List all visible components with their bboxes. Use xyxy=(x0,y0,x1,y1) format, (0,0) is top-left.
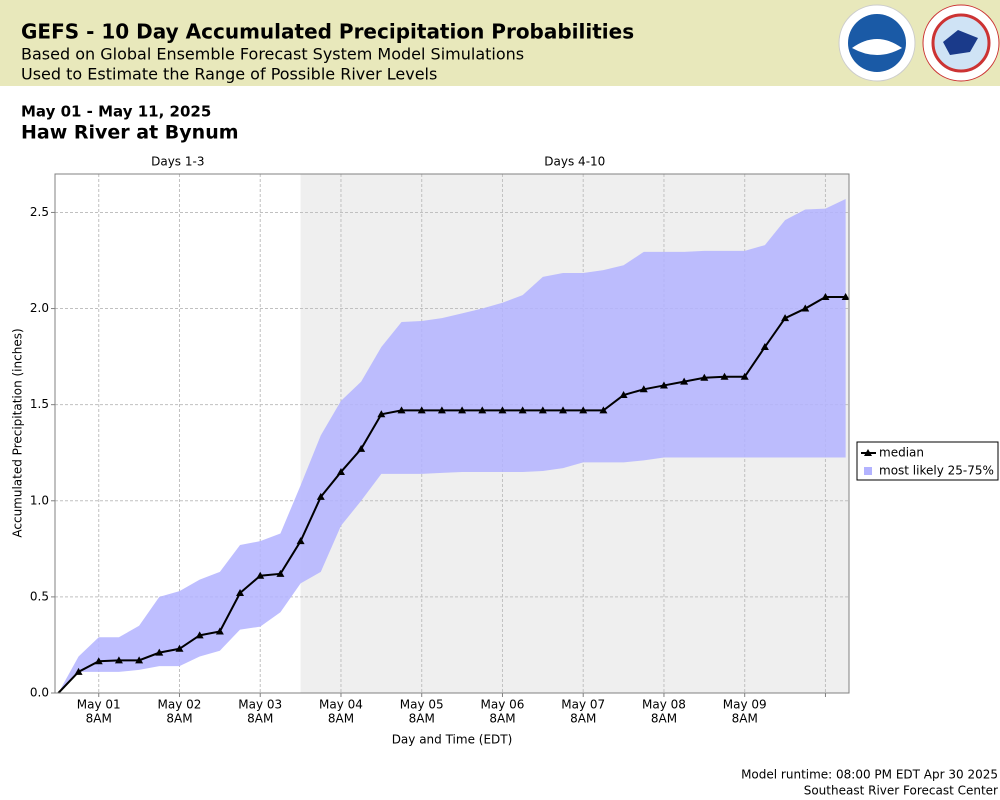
median-marker xyxy=(599,406,608,414)
median-marker xyxy=(155,648,164,656)
median-marker xyxy=(659,381,668,389)
y-tick-label: 2.5 xyxy=(30,205,49,219)
region-label: Days 1-3 xyxy=(151,155,204,169)
median-marker xyxy=(377,410,386,418)
median-marker xyxy=(781,314,790,322)
header-title: GEFS - 10 Day Accumulated Precipitation … xyxy=(21,20,634,44)
header-subtitle: Based on Global Ensemble Forecast System… xyxy=(21,45,524,64)
median-marker xyxy=(740,372,749,380)
median-marker xyxy=(841,293,850,301)
x-tick-label: May 09 xyxy=(723,698,767,712)
y-axis-title: Accumulated Precipitation (inches) xyxy=(11,328,25,537)
median-marker xyxy=(397,406,406,414)
legend-label: most likely 25-75% xyxy=(879,464,994,478)
median-marker xyxy=(336,467,345,475)
y-tick-label: 2.0 xyxy=(30,301,49,315)
legend-box xyxy=(856,441,999,481)
header-subtitle: Used to Estimate the Range of Possible R… xyxy=(21,65,437,84)
median-marker xyxy=(74,667,83,675)
x-tick-sublabel: 8AM xyxy=(732,712,758,726)
header-band xyxy=(0,0,1000,86)
median-marker xyxy=(518,406,527,414)
y-tick-label: 0.0 xyxy=(30,686,49,700)
x-axis-title: Day and Time (EDT) xyxy=(392,733,513,747)
x-tick-label: May 02 xyxy=(158,698,202,712)
x-tick-label: May 05 xyxy=(400,698,444,712)
median-marker xyxy=(417,406,426,414)
y-tick-label: 1.5 xyxy=(30,397,49,411)
median-marker xyxy=(498,406,507,414)
median-marker xyxy=(559,406,568,414)
median-marker xyxy=(720,372,729,380)
median-marker xyxy=(296,537,305,545)
footer-center: Southeast River Forecast Center xyxy=(804,784,998,798)
median-marker xyxy=(478,406,487,414)
legend-swatch xyxy=(864,467,872,475)
date-range: May 01 - May 11, 2025 xyxy=(21,103,211,121)
legend-swatch xyxy=(864,449,872,456)
median-marker xyxy=(458,406,467,414)
region-label: Days 4-10 xyxy=(544,155,605,169)
median-marker xyxy=(215,627,224,635)
median-marker xyxy=(760,343,769,350)
median-marker xyxy=(114,656,123,664)
y-tick-label: 1.0 xyxy=(30,493,49,507)
plot-border xyxy=(54,173,850,694)
x-tick-label: May 01 xyxy=(77,698,121,712)
median-marker xyxy=(256,571,265,579)
x-tick-sublabel: 8AM xyxy=(166,712,192,726)
median-marker xyxy=(195,631,204,639)
median-marker xyxy=(135,656,144,664)
median-marker xyxy=(175,644,184,652)
x-tick-sublabel: 8AM xyxy=(86,712,112,726)
x-tick-label: May 06 xyxy=(481,698,525,712)
x-tick-label: May 04 xyxy=(319,698,363,712)
x-tick-sublabel: 8AM xyxy=(409,712,435,726)
x-tick-sublabel: 8AM xyxy=(570,712,596,726)
median-marker xyxy=(276,569,285,577)
y-tick-label: 0.5 xyxy=(30,589,49,603)
median-marker xyxy=(680,377,689,385)
x-tick-label: May 08 xyxy=(642,698,686,712)
x-tick-sublabel: 8AM xyxy=(328,712,354,726)
footer-runtime: Model runtime: 08:00 PM EDT Apr 30 2025 xyxy=(741,768,998,782)
x-tick-sublabel: 8AM xyxy=(489,712,515,726)
median-line xyxy=(57,296,846,694)
median-marker xyxy=(821,293,830,301)
median-marker xyxy=(579,406,588,414)
chart-title: Haw River at Bynum xyxy=(21,122,239,144)
median-marker xyxy=(639,385,648,393)
noaa-logo xyxy=(838,4,916,82)
x-tick-sublabel: 8AM xyxy=(247,712,273,726)
x-tick-sublabel: 8AM xyxy=(651,712,677,726)
median-marker xyxy=(437,406,446,414)
median-marker xyxy=(357,444,366,452)
median-marker xyxy=(316,492,325,500)
median-marker xyxy=(94,657,103,665)
median-marker xyxy=(801,304,810,312)
band-area xyxy=(58,198,846,693)
median-marker xyxy=(236,589,245,597)
x-tick-label: May 07 xyxy=(561,698,605,712)
nws-logo xyxy=(922,4,1000,82)
legend: median most likely 25-75% xyxy=(856,441,999,481)
x-tick-label: May 03 xyxy=(238,698,282,712)
legend-label: median xyxy=(879,446,924,460)
median-marker xyxy=(700,373,709,381)
median-marker xyxy=(619,391,628,399)
median-marker xyxy=(538,406,547,414)
